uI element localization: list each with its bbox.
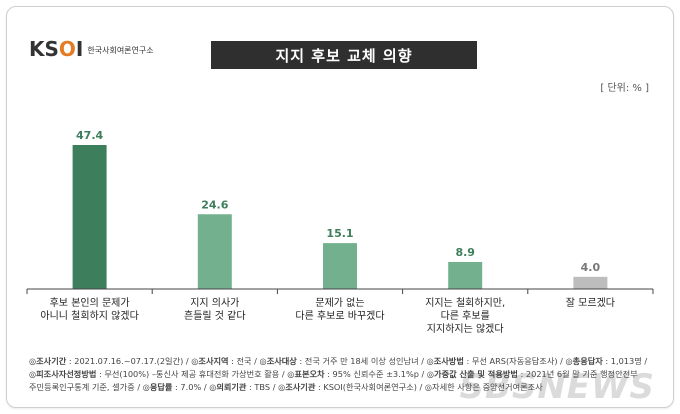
category-label: 지지는 철회하지만, [425, 296, 505, 309]
data-label: 24.6 [201, 198, 228, 211]
footer-key: ◎조사방법 [426, 356, 464, 366]
category-label: 지지하지는 않겠다 [427, 322, 504, 335]
footer-key: ◎조사기관 [278, 382, 316, 392]
category-label: 흔들릴 것 같다 [184, 309, 246, 322]
category-label: 다른 후보로 바꾸겠다 [295, 310, 384, 322]
footer-key: ◎조사대상 [259, 356, 297, 366]
survey-footer: ◎조사기간 : 2021.07.16.~07.17.(2일간) / ◎조사지역 … [29, 355, 659, 394]
footer-value: 주민등록인구통계 기준, 셀가중 / [29, 382, 143, 392]
chart-panel: KSOI 한국사회여론연구소 지지 후보 교체 의향 [ 단위: % ] 47.… [6, 6, 674, 408]
footer-line-1: ◎조사기간 : 2021.07.16.~07.17.(2일간) / ◎조사지역 … [29, 355, 659, 368]
footer-value: : 7.0% / [172, 382, 210, 392]
footer-value: : 95% 신뢰수준 ±3.1%p / [324, 369, 427, 379]
footer-key: ◎조사지역 [191, 356, 229, 366]
data-label: 8.9 [455, 246, 475, 259]
ksoi-logo: KSOI 한국사회여론연구소 [29, 37, 154, 61]
footer-key: ◎의뢰기관 [209, 382, 247, 392]
footer-value: : TBS / [246, 382, 279, 392]
footer-line-3: 주민등록인구통계 기준, 셀가중 / ◎응답률 : 7.0% / ◎의뢰기관 :… [29, 381, 659, 394]
chart-title: 지지 후보 교체 의향 [211, 41, 477, 69]
footer-key: ◎응답률 [142, 382, 173, 392]
data-label: 4.0 [581, 261, 601, 274]
category-label: 다른 후보를 [441, 310, 490, 322]
bar [197, 214, 232, 289]
footer-key: ◎가중값 산출 및 적용방법 [426, 369, 518, 379]
logo-text: 한국사회여론연구소 [87, 46, 154, 55]
footer-value: : 무선 ARS(자동응답조사) / [463, 356, 566, 366]
footer-value: : 2021년 6월 말 기준 행정안전부 [517, 369, 638, 379]
category-label: 아니니 철회하지 않겠다 [40, 309, 138, 322]
footer-value: : 무선(100%) –통신사 제공 휴대전화 가상번호 활용 / [96, 369, 288, 379]
bar [573, 276, 608, 289]
footer-key: ◎조사기간 [29, 356, 67, 366]
category-label: 잘 모르겠다 [566, 297, 615, 309]
footer-value: ◎자세한 사항은 중앙선거여론조사 [424, 382, 543, 392]
unit-label: [ 단위: % ] [600, 83, 649, 94]
category-label: 지지 의사가 [190, 297, 239, 309]
data-label: 15.1 [326, 227, 353, 240]
bar [72, 145, 107, 289]
footer-key: ◎피조사자선정방법 [29, 369, 97, 379]
footer-value: : 2021.07.16.~07.17.(2일간) / [66, 356, 192, 366]
footer-value: : 전국 거주 만 18세 이상 성인남녀 / [296, 356, 427, 366]
footer-line-2: ◎피조사자선정방법 : 무선(100%) –통신사 제공 휴대전화 가상번호 활… [29, 368, 659, 381]
watermark: SBSNEWS [459, 367, 655, 407]
footer-key: ◎표본오차 [287, 369, 325, 379]
category-label: 문제가 없는 [315, 296, 364, 309]
footer-value: : 1,013명 / [602, 356, 648, 366]
footer-value: : 전국 / [228, 356, 260, 366]
bar [448, 261, 483, 289]
footer-key: ◎총응답자 [565, 356, 603, 366]
logo-mark: KSOI [29, 37, 84, 61]
bar [323, 243, 357, 289]
footer-value: : KSOI(한국사회여론연구소) / [315, 382, 425, 392]
data-label: 47.4 [76, 129, 103, 142]
category-label: 후보 본인의 문제가 [50, 297, 130, 309]
